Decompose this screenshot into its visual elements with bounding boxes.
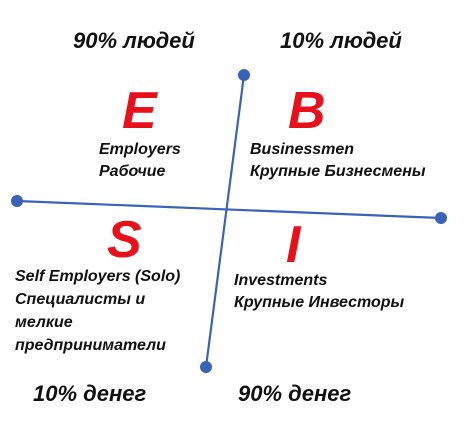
top-right-stat: 10% людей — [280, 28, 402, 53]
quadrant-b-letter: B — [288, 82, 326, 140]
bottom-left-stat: 10% денег — [33, 381, 147, 406]
horizontal-axis — [16, 199, 442, 220]
quadrant-e-label-line: Employers — [99, 141, 181, 158]
bottom-right-stat: 90% денег — [238, 381, 352, 406]
vertical-axis — [204, 74, 246, 368]
quadrant-i-label-line: Крупные Инвесторы — [234, 294, 405, 311]
quadrant-s-letter: S — [107, 211, 142, 269]
quadrant-b-label-line: Businessmen — [250, 141, 354, 158]
quadrant-s-label-line: мелкие — [15, 314, 73, 331]
quadrant-s-label-line: Self Employers (Solo) — [15, 268, 180, 285]
quadrant-s-label-line: предприниматели — [15, 337, 166, 354]
axis-endpoint-bottom — [200, 361, 212, 373]
quadrant-e-letter: E — [122, 82, 158, 140]
axis-endpoint-top — [238, 69, 250, 81]
quadrant-i-letter: I — [286, 216, 302, 274]
quadrant-i-label-line: Investments — [234, 272, 327, 289]
axis-endpoint-left — [11, 195, 23, 207]
quadrant-e-label-line: Рабочие — [99, 163, 166, 180]
quadrant-s-label-line: Специалисты и — [15, 291, 145, 308]
top-left-stat: 90% людей — [73, 28, 195, 53]
quadrant-b-label-line: Крупные Бизнесмены — [250, 163, 426, 180]
axis-endpoint-right — [435, 212, 447, 224]
